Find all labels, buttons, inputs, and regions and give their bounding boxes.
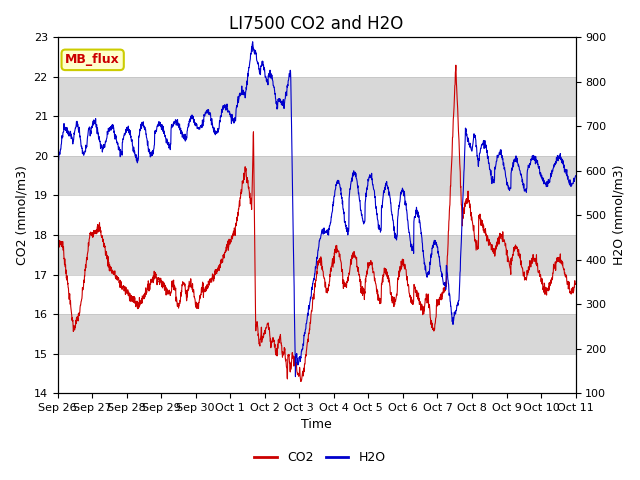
Bar (58, 195, 575, 235)
X-axis label: Time: Time (301, 419, 332, 432)
H2O (249, 39, 257, 45)
Bar (58, 354, 575, 393)
CO2 (292, 362, 300, 368)
CO2 (557, 260, 564, 266)
Bar (58, 116, 575, 156)
Bar (58, 37, 575, 77)
H2O (557, 154, 564, 160)
CO2 (572, 281, 579, 287)
CO2 (54, 236, 61, 242)
CO2 (452, 62, 460, 68)
CO2 (557, 257, 565, 263)
H2O (572, 173, 579, 179)
H2O (306, 299, 314, 305)
CO2 (462, 198, 470, 204)
Legend: CO2, H2O: CO2, H2O (250, 446, 390, 469)
CO2 (297, 379, 305, 384)
CO2 (80, 277, 88, 283)
Y-axis label: H2O (mmol/m3): H2O (mmol/m3) (612, 165, 625, 265)
Line: CO2: CO2 (58, 65, 575, 382)
Title: LI7500 CO2 and H2O: LI7500 CO2 and H2O (229, 15, 404, 33)
CO2 (306, 327, 314, 333)
H2O (292, 354, 300, 360)
H2O (80, 152, 88, 157)
Line: H2O: H2O (58, 42, 575, 377)
H2O (54, 164, 61, 169)
H2O (292, 374, 300, 380)
Y-axis label: CO2 (mmol/m3): CO2 (mmol/m3) (15, 165, 28, 265)
H2O (557, 156, 565, 162)
Text: MB_flux: MB_flux (65, 53, 120, 66)
H2O (462, 126, 470, 132)
Bar (58, 275, 575, 314)
